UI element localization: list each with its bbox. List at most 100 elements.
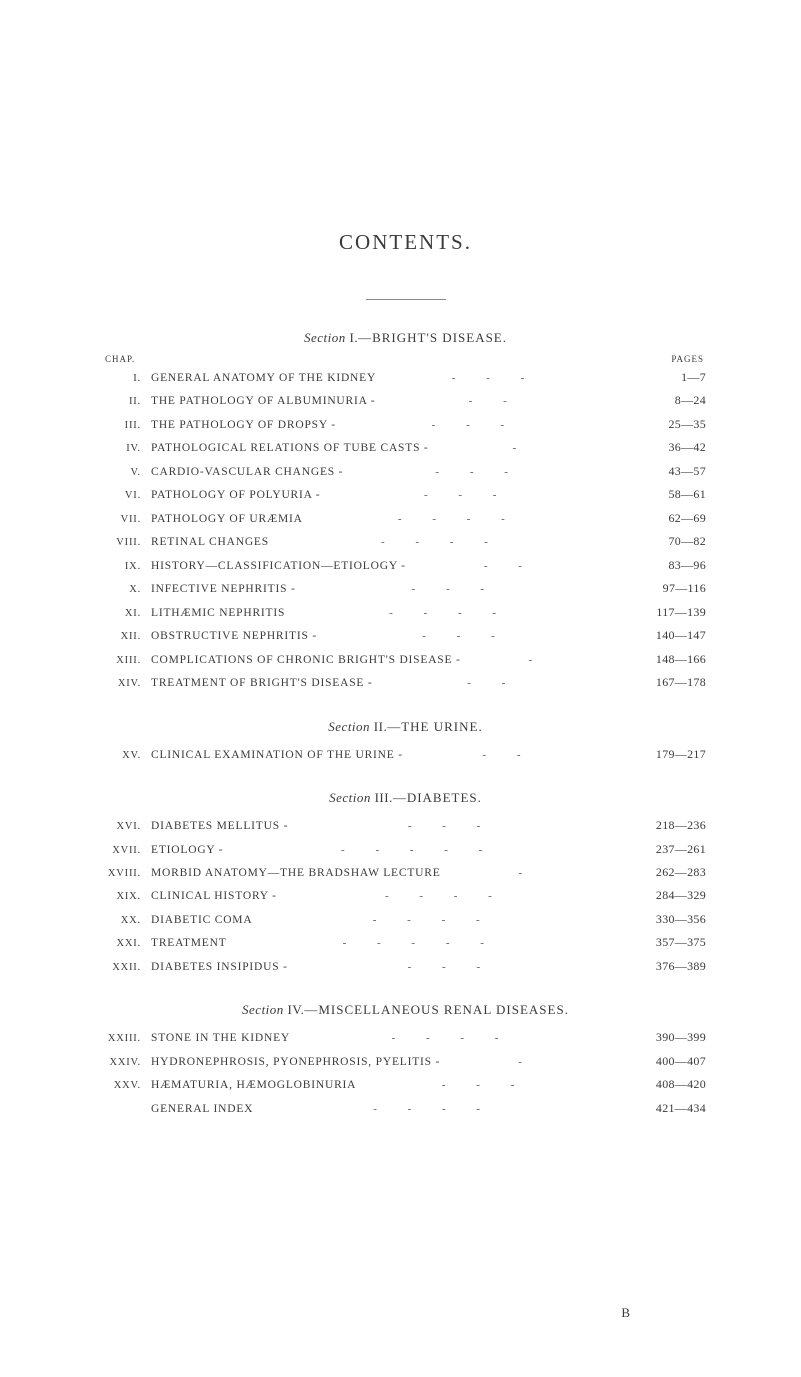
toc-entry: XXI.TREATMENT- - - - -357—375 bbox=[105, 931, 706, 954]
entry-chapter: XVII. bbox=[105, 841, 151, 861]
entry-pages: 400—407 bbox=[614, 1050, 706, 1073]
entry-pages: 36—42 bbox=[614, 436, 706, 459]
entry-pages: 237—261 bbox=[614, 838, 706, 861]
toc-entry: V.CARDIO-VASCULAR CHANGES -- - -43—57 bbox=[105, 460, 706, 483]
entry-leader: - - - - bbox=[290, 1028, 614, 1049]
entry-chapter: IX. bbox=[105, 557, 151, 577]
entry-title: MORBID ANATOMY—THE BRADSHAW LECTURE bbox=[151, 862, 441, 884]
entry-chapter: XXIV. bbox=[105, 1053, 151, 1073]
entry-pages: 97—116 bbox=[614, 577, 706, 600]
entry-title: PATHOLOGY OF POLYURIA - bbox=[151, 484, 320, 506]
entry-chapter: XI. bbox=[105, 604, 151, 624]
entry-pages: 148—166 bbox=[614, 648, 706, 671]
toc-entry: XVII.ETIOLOGY -- - - - -237—261 bbox=[105, 838, 706, 861]
toc-entry: XVIII.MORBID ANATOMY—THE BRADSHAW LECTUR… bbox=[105, 861, 706, 884]
entry-leader: - - - bbox=[343, 462, 614, 483]
toc-entry: II.THE PATHOLOGY OF ALBUMINURIA -- -8—24 bbox=[105, 389, 706, 412]
entry-title: STONE IN THE KIDNEY bbox=[151, 1027, 290, 1049]
entry-pages: 83—96 bbox=[614, 554, 706, 577]
section-name: —THE URINE. bbox=[387, 719, 483, 734]
entry-pages: 25—35 bbox=[614, 413, 706, 436]
toc-entry: XIV.TREATMENT OF BRIGHT'S DISEASE -- -16… bbox=[105, 671, 706, 694]
section-heading: Section III.—DIABETES. bbox=[105, 790, 706, 806]
toc-entry: IX.HISTORY—CLASSIFICATION—ETIOLOGY -- -8… bbox=[105, 554, 706, 577]
entry-title: THE PATHOLOGY OF DROPSY - bbox=[151, 414, 336, 436]
entry-pages: 43—57 bbox=[614, 460, 706, 483]
entry-leader: - - bbox=[373, 673, 614, 694]
entry-title: PATHOLOGICAL RELATIONS OF TUBE CASTS - bbox=[151, 437, 429, 459]
entry-leader: - - - bbox=[317, 626, 614, 647]
entry-chapter: XVIII. bbox=[105, 864, 151, 884]
entry-leader: - - - bbox=[376, 368, 614, 389]
entry-leader: - bbox=[441, 863, 614, 884]
entry-title: ETIOLOGY - bbox=[151, 839, 223, 861]
entry-pages: 58—61 bbox=[614, 483, 706, 506]
column-header-chap: CHAP. bbox=[105, 354, 135, 364]
entry-pages: 167—178 bbox=[614, 671, 706, 694]
entry-pages: 117—139 bbox=[614, 601, 706, 624]
entry-leader: - - - bbox=[288, 816, 614, 837]
entry-pages: 421—434 bbox=[614, 1097, 706, 1120]
entry-list: XV.CLINICAL EXAMINATION OF THE URINE -- … bbox=[105, 743, 706, 766]
column-header-pages: PAGES bbox=[671, 354, 704, 364]
entry-pages: 1—7 bbox=[614, 366, 706, 389]
entry-leader: - - - - bbox=[277, 886, 614, 907]
entry-pages: 330—356 bbox=[614, 908, 706, 931]
entry-leader: - - - - bbox=[269, 532, 614, 553]
signature-mark: B bbox=[621, 1305, 631, 1321]
entry-list: XXIII.STONE IN THE KIDNEY- - - -390—399X… bbox=[105, 1026, 706, 1120]
toc-entry: XXIII.STONE IN THE KIDNEY- - - -390—399 bbox=[105, 1026, 706, 1049]
section-word: Section bbox=[328, 719, 370, 734]
entry-title: GENERAL INDEX bbox=[151, 1098, 253, 1120]
entry-title: INFECTIVE NEPHRITIS - bbox=[151, 578, 296, 600]
entry-leader: - - - bbox=[296, 579, 614, 600]
section-roman: II. bbox=[374, 719, 387, 734]
toc-entry: VIII.RETINAL CHANGES- - - -70—82 bbox=[105, 530, 706, 553]
toc-entry: XV.CLINICAL EXAMINATION OF THE URINE -- … bbox=[105, 743, 706, 766]
entry-title: DIABETES MELLITUS - bbox=[151, 815, 288, 837]
entry-leader: - - bbox=[375, 391, 614, 412]
entry-chapter: XX. bbox=[105, 911, 151, 931]
section-name: —DIABETES. bbox=[393, 790, 482, 805]
entry-leader: - - bbox=[403, 745, 614, 766]
entry-chapter: IV. bbox=[105, 439, 151, 459]
section-word: Section bbox=[242, 1002, 284, 1017]
entry-leader: - bbox=[461, 650, 614, 671]
entry-chapter: VIII. bbox=[105, 533, 151, 553]
entry-title: DIABETIC COMA bbox=[151, 909, 252, 931]
section-name: —BRIGHT'S DISEASE. bbox=[358, 330, 507, 345]
entry-title: THE PATHOLOGY OF ALBUMINURIA - bbox=[151, 390, 375, 412]
toc-entry: XXIV.HYDRONEPHROSIS, PYONEPHROSIS, PYELI… bbox=[105, 1050, 706, 1073]
section-name: —MISCELLANEOUS RENAL DISEASES. bbox=[304, 1002, 569, 1017]
entry-chapter: VI. bbox=[105, 486, 151, 506]
entry-chapter: V. bbox=[105, 463, 151, 483]
entry-title: DIABETES INSIPIDUS - bbox=[151, 956, 288, 978]
toc-entry: III.THE PATHOLOGY OF DROPSY -- - -25—35 bbox=[105, 413, 706, 436]
toc-entry: XX.DIABETIC COMA- - - -330—356 bbox=[105, 908, 706, 931]
toc-entry: XVI.DIABETES MELLITUS -- - -218—236 bbox=[105, 814, 706, 837]
toc-entry: XII.OBSTRUCTIVE NEPHRITIS -- - -140—147 bbox=[105, 624, 706, 647]
entry-pages: 408—420 bbox=[614, 1073, 706, 1096]
toc-entry: X.INFECTIVE NEPHRITIS -- - -97—116 bbox=[105, 577, 706, 600]
entry-chapter: XXI. bbox=[105, 934, 151, 954]
entry-chapter: I. bbox=[105, 369, 151, 389]
entry-leader: - - bbox=[406, 556, 614, 577]
entry-leader: - - - - - bbox=[227, 933, 614, 954]
entry-pages: 262—283 bbox=[614, 861, 706, 884]
entry-title: COMPLICATIONS OF CHRONIC BRIGHT'S DISEAS… bbox=[151, 649, 461, 671]
entry-title: GENERAL ANATOMY OF THE KIDNEY bbox=[151, 367, 376, 389]
entry-chapter: X. bbox=[105, 580, 151, 600]
entry-chapter: XXII. bbox=[105, 958, 151, 978]
entry-pages: 70—82 bbox=[614, 530, 706, 553]
entry-leader: - - - bbox=[288, 957, 614, 978]
contents-body: Section I.—BRIGHT'S DISEASE.CHAP.PAGESI.… bbox=[105, 330, 706, 1120]
toc-entry: XI.LITHÆMIC NEPHRITIS- - - -117—139 bbox=[105, 601, 706, 624]
entry-chapter: XXV. bbox=[105, 1076, 151, 1096]
entry-chapter: XIV. bbox=[105, 674, 151, 694]
entry-chapter: III. bbox=[105, 416, 151, 436]
entry-title: LITHÆMIC NEPHRITIS bbox=[151, 602, 285, 624]
entry-leader: - bbox=[429, 438, 614, 459]
entry-pages: 390—399 bbox=[614, 1026, 706, 1049]
entry-leader: - - - bbox=[356, 1075, 614, 1096]
section-roman: I. bbox=[350, 330, 359, 345]
